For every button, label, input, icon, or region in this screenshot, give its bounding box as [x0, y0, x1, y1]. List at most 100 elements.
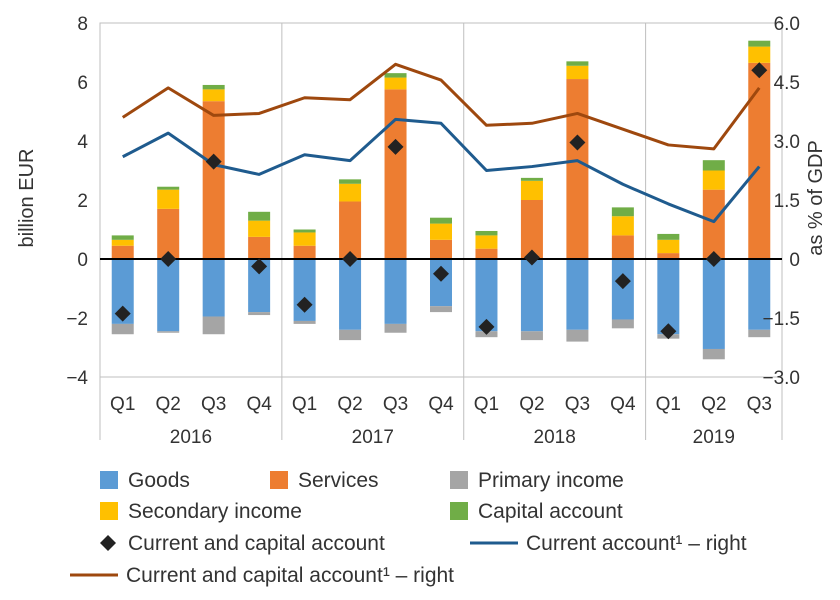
legend-label-secondary-income: Secondary income — [128, 500, 302, 523]
bar-secondary-income — [702, 170, 725, 190]
bar-services — [520, 200, 543, 259]
y-tick-left: −4 — [66, 368, 88, 389]
marker-current-and-capital-account — [433, 265, 449, 282]
x-tick-quarter: Q1 — [292, 394, 317, 415]
bar-secondary-income — [475, 235, 498, 249]
bar-primary-income — [611, 319, 634, 329]
legend: Goods Services Primary income Secondary inc… — [70, 469, 747, 587]
bar-goods — [702, 259, 725, 349]
y-tick-right: −3.0 — [762, 368, 800, 389]
marker-current-and-capital-account — [614, 273, 631, 290]
bar-services — [248, 236, 271, 259]
x-tick-quarter: Q4 — [610, 394, 636, 415]
bar-goods — [157, 259, 180, 332]
marker-current-and-capital-account — [205, 153, 222, 170]
legend-label-current-and-capital-account: Current and capital account — [128, 532, 385, 555]
bar-primary-income — [157, 331, 180, 333]
bar-goods — [566, 259, 589, 330]
y-tick-right: −1.5 — [762, 309, 800, 330]
bar-primary-income — [702, 348, 725, 360]
y-tick-left: 2 — [77, 191, 88, 212]
line-current-and-capital-account-right — [121, 62, 761, 151]
bar-capital-account — [611, 207, 634, 217]
bar-capital-account — [566, 61, 589, 66]
lines — [121, 62, 761, 224]
bar-goods — [748, 259, 771, 330]
bar-secondary-income — [520, 180, 543, 200]
bar-capital-account — [657, 233, 680, 240]
x-tick-quarter: Q2 — [519, 394, 544, 415]
legend-label-current-and-capital-account-right: Current and capital account¹ – right — [126, 564, 454, 587]
x-tick-quarter: Q4 — [246, 394, 272, 415]
y-tick-right: 1.5 — [774, 191, 800, 212]
y-tick-right: 6.0 — [774, 14, 800, 35]
legend-swatch-services — [270, 471, 288, 489]
legend-label-goods: Goods — [128, 469, 190, 492]
bar-secondary-income — [566, 65, 589, 80]
bar-services — [657, 253, 680, 259]
bar-capital-account — [111, 235, 134, 240]
bar-capital-account — [157, 186, 180, 190]
marker-current-and-capital-account — [160, 251, 177, 267]
bar-primary-income — [111, 323, 134, 335]
grid — [99, 22, 783, 440]
x-tick-quarter: Q1 — [656, 394, 681, 415]
x-tick-quarter: Q4 — [428, 394, 454, 415]
bar-goods — [339, 259, 362, 330]
legend-swatch-secondary-income — [100, 502, 118, 520]
bar-goods — [657, 259, 680, 335]
y-tick-right: 0 — [789, 250, 800, 271]
marker-current-and-capital-account — [660, 323, 677, 340]
bar-capital-account — [748, 40, 771, 47]
bar-services — [702, 189, 725, 259]
bar-capital-account — [248, 211, 271, 221]
y-axis-title-right: as % of GDP — [805, 140, 827, 256]
bar-secondary-income — [611, 216, 634, 236]
bar-primary-income — [248, 312, 271, 316]
bar-services — [475, 248, 498, 259]
bar-services — [748, 62, 771, 260]
marker-current-and-capital-account — [569, 134, 586, 151]
bar-primary-income — [520, 331, 543, 341]
marker-current-and-capital-account — [251, 258, 268, 275]
y-tick-left: 6 — [77, 73, 88, 94]
bar-capital-account — [475, 230, 498, 236]
marker-current-and-capital-account — [114, 305, 131, 322]
y-tick-left: −2 — [66, 309, 88, 330]
bar-goods — [611, 259, 634, 320]
bar-capital-account — [339, 179, 362, 184]
bar-secondary-income — [248, 220, 271, 237]
bar-primary-income — [293, 320, 316, 324]
bar-services — [566, 79, 589, 259]
line-current-account-right — [122, 117, 761, 224]
y-tick-right: 4.5 — [774, 73, 800, 94]
x-tick-quarter: Q1 — [474, 394, 499, 415]
tick-labels: −4 −2 0 2 4 6 8 −3.0 −1.5 0 1.5 3.0 4.5 6.0 Q1 Q2 Q3 Q4 Q1… — [66, 14, 800, 448]
bar-goods — [248, 259, 271, 313]
legend-label-services: Services — [298, 469, 379, 492]
marker-current-and-capital-account — [523, 249, 540, 266]
marker-current-and-capital-account — [296, 296, 313, 313]
bar-goods — [475, 259, 498, 332]
legend-label-current-account-right: Current account¹ – right — [526, 532, 747, 555]
bar-secondary-income — [339, 183, 362, 202]
bar-services — [384, 89, 407, 259]
y-tick-left: 0 — [77, 250, 88, 271]
bar-secondary-income — [748, 46, 771, 63]
bar-capital-account — [293, 229, 316, 233]
bar-secondary-income — [293, 232, 316, 246]
bar-services — [293, 245, 316, 259]
bar-capital-account — [430, 217, 452, 224]
x-tick-year: 2018 — [534, 427, 576, 448]
bar-services — [430, 239, 452, 259]
x-tick-quarter: Q2 — [701, 394, 726, 415]
plot-frame — [99, 22, 783, 378]
bar-goods — [111, 259, 134, 324]
y-axis-title-left: billion EUR — [16, 149, 38, 248]
bar-secondary-income — [111, 239, 134, 246]
bar-capital-account — [702, 160, 725, 171]
x-tick-quarter: Q2 — [337, 394, 362, 415]
bar-capital-account — [384, 73, 407, 78]
x-tick-quarter: Q3 — [383, 394, 408, 415]
